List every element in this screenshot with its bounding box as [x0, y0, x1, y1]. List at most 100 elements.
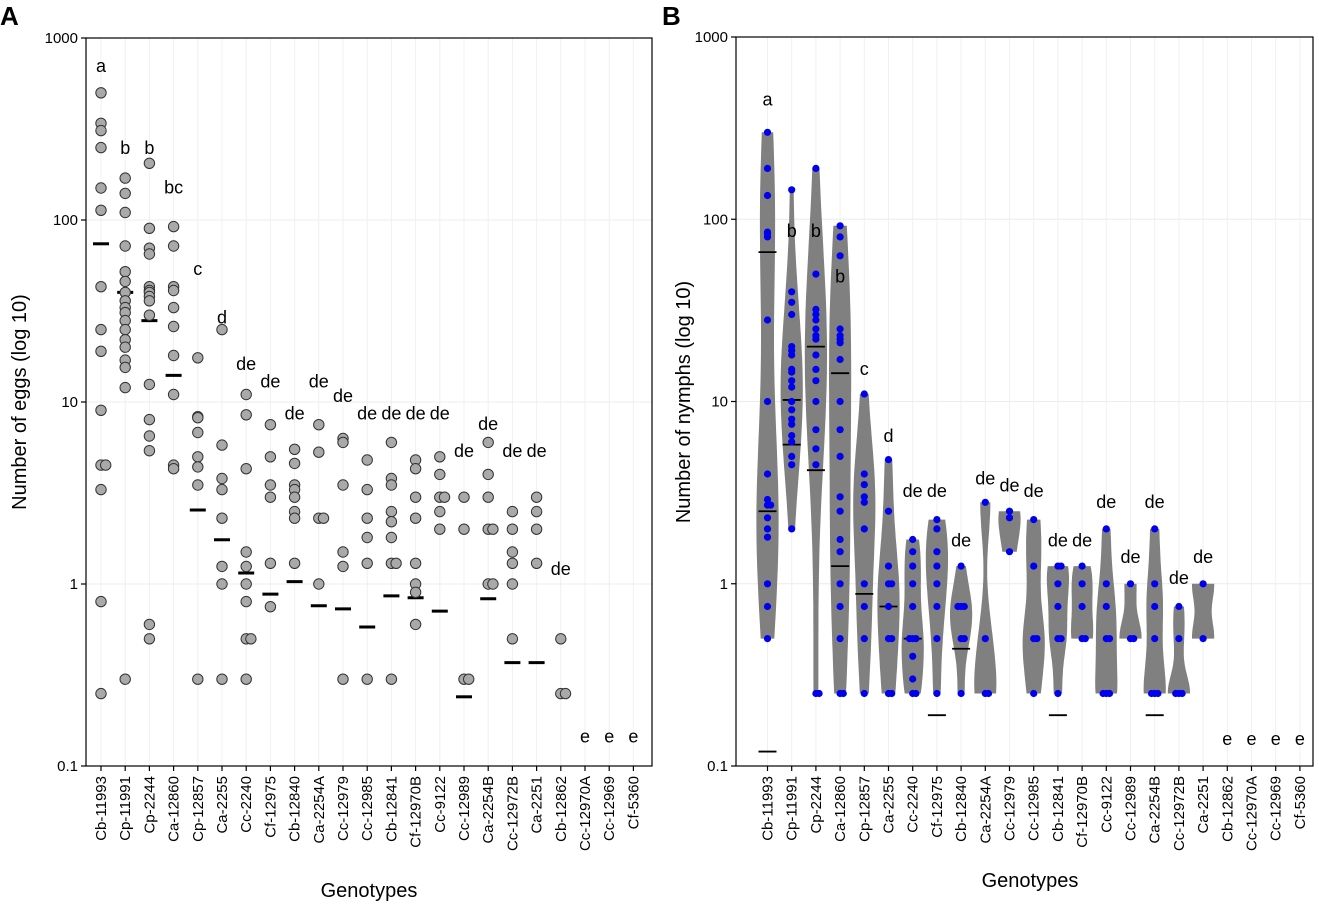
data-point	[240, 409, 252, 421]
significance-letter: de	[1120, 547, 1140, 567]
data-point	[763, 580, 772, 588]
data-point	[912, 689, 920, 698]
significance-letter: de	[430, 404, 450, 424]
data-point	[1151, 602, 1159, 611]
data-point	[763, 470, 772, 478]
data-point	[1078, 602, 1086, 611]
data-point	[1199, 635, 1207, 643]
data-point	[909, 580, 917, 588]
data-point	[216, 483, 228, 496]
panel-b-y-axis: 0.1 1 10 100 1000	[695, 29, 736, 775]
x-tick-label: Cc-9122	[1098, 776, 1115, 833]
data-point	[1030, 516, 1038, 524]
data-point	[240, 388, 252, 401]
y-tick-label: 100	[703, 211, 728, 228]
data-point	[767, 501, 775, 509]
data-point	[95, 404, 107, 416]
data-point	[1154, 689, 1162, 698]
y-tick-label: 1	[720, 576, 728, 593]
data-point	[264, 601, 277, 613]
data-point	[487, 578, 499, 590]
data-point	[788, 383, 796, 391]
panel-a-gridlines	[86, 37, 652, 767]
data-point	[119, 275, 131, 288]
data-point	[763, 602, 772, 611]
x-tick-label: Ca-2254A	[311, 776, 328, 844]
panel-b-x-axis: Cb-11993 Cp-11991 Cp-2244 Ca-12860 Cp-12857 C…	[760, 766, 1309, 851]
x-tick-label: Cb-11993	[93, 776, 110, 841]
data-point	[100, 459, 112, 471]
significance-letter: de	[527, 441, 547, 461]
data-point	[860, 498, 868, 506]
data-point	[933, 548, 941, 556]
data-point	[385, 479, 398, 491]
x-tick-label: Cb-11993	[760, 776, 777, 841]
data-point	[839, 689, 847, 698]
data-point	[216, 472, 228, 485]
data-point	[1054, 689, 1062, 698]
data-point	[288, 512, 301, 524]
x-tick-label: Cc-12989	[456, 776, 473, 841]
data-point	[119, 381, 131, 394]
y-tick-label: 1000	[695, 29, 728, 46]
data-point	[860, 525, 868, 533]
data-point	[143, 378, 156, 391]
data-point	[95, 141, 107, 154]
data-point	[506, 557, 519, 569]
data-point	[788, 452, 796, 460]
data-point	[216, 673, 228, 685]
data-point	[788, 438, 796, 446]
data-point	[836, 355, 844, 364]
data-point	[192, 426, 204, 439]
data-point	[288, 557, 301, 569]
data-point	[506, 578, 519, 590]
data-point	[763, 191, 772, 200]
data-point	[1081, 635, 1089, 643]
data-point	[167, 284, 180, 297]
violin-Cb-12841	[1046, 566, 1069, 694]
data-point	[836, 507, 844, 515]
data-point	[1005, 548, 1014, 556]
data-point	[981, 498, 989, 506]
data-point	[143, 618, 156, 631]
data-point	[812, 377, 820, 385]
x-tick-label: Cb-12841	[1050, 776, 1067, 842]
data-point	[788, 420, 796, 428]
panel-b-x-axis-label: Genotypes	[982, 870, 1079, 892]
data-point	[1147, 689, 1156, 698]
data-point	[763, 233, 772, 241]
data-point	[860, 470, 868, 478]
data-point	[192, 352, 204, 364]
significance-letter: de	[975, 469, 995, 489]
data-point	[337, 479, 349, 491]
significance-letter: de	[1048, 531, 1068, 551]
data-point	[240, 463, 252, 475]
data-point	[167, 388, 180, 401]
data-point	[836, 397, 844, 406]
data-point	[788, 377, 796, 385]
data-point	[933, 689, 941, 698]
y-tick-label: 10	[711, 394, 728, 411]
data-point	[361, 557, 373, 569]
data-point	[288, 443, 301, 455]
x-tick-label: Ca-12860	[166, 776, 183, 842]
x-tick-label: Cf-5360	[625, 776, 642, 829]
significance-letter: de	[309, 372, 329, 392]
violin-Cb-12840	[950, 566, 973, 694]
data-point	[788, 368, 796, 376]
data-point	[1078, 562, 1086, 570]
data-point	[888, 689, 896, 698]
x-tick-label: Cp-11991	[784, 776, 801, 841]
data-point	[192, 412, 204, 424]
x-tick-label: Cf-12970B	[408, 776, 425, 848]
data-point	[960, 602, 968, 611]
data-point	[1054, 602, 1062, 611]
data-point	[909, 675, 917, 683]
data-point	[95, 687, 107, 700]
x-tick-label: Cb-12841	[383, 776, 400, 842]
significance-letter: e	[1295, 729, 1305, 749]
significance-letter: de	[381, 404, 401, 424]
data-point	[559, 687, 572, 700]
